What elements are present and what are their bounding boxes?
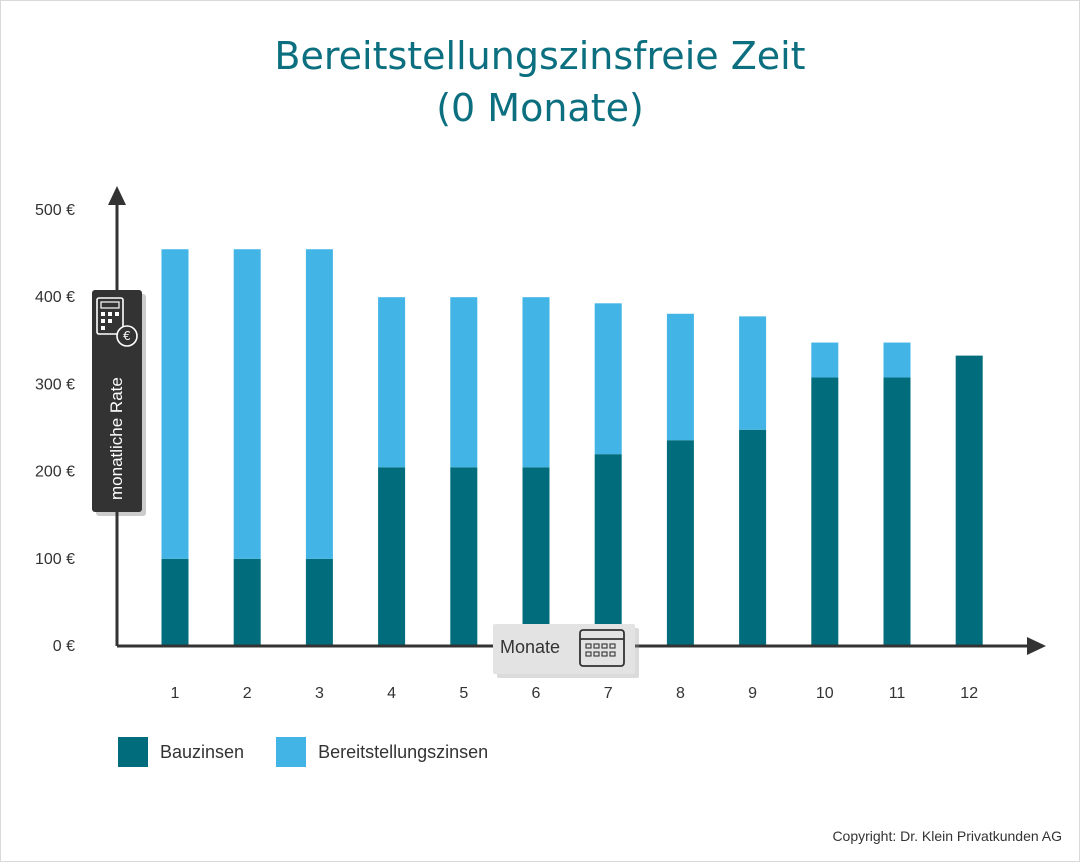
- copyright-text: Copyright: Dr. Klein Privatkunden AG: [832, 828, 1062, 844]
- bar-bereitstellungszinsen-9: [739, 316, 767, 430]
- bars-group: [161, 249, 983, 646]
- legend-label-bauzinsen: Bauzinsen: [160, 741, 245, 762]
- y-tick-label-500: 500 €: [35, 202, 75, 219]
- x-tick-label-10: 10: [816, 685, 834, 702]
- bar-bereitstellungszinsen-4: [378, 297, 406, 468]
- x-tick-label-9: 9: [748, 685, 757, 702]
- x-tick-label-12: 12: [960, 685, 978, 702]
- x-tick-label-5: 5: [459, 685, 468, 702]
- y-tick-label-200: 200 €: [35, 464, 75, 481]
- y-tick-label-0: 0 €: [53, 638, 75, 655]
- y-axis-arrowhead: [108, 186, 126, 205]
- x-axis-badge: Monate: [493, 624, 639, 678]
- x-tick-label-8: 8: [676, 685, 685, 702]
- y-tick-label-100: 100 €: [35, 551, 75, 568]
- bar-bauzinsen-4: [378, 467, 406, 646]
- bar-bauzinsen-7: [594, 454, 622, 646]
- x-tick-labels: 1 2 3 4 5 6 7 8 9 10 11 12: [171, 685, 979, 702]
- legend: Bauzinsen Bereitstellungszinsen: [118, 737, 520, 767]
- legend-swatch-bereitstellungszinsen: [276, 737, 307, 767]
- x-tick-label-6: 6: [532, 685, 541, 702]
- x-tick-label-1: 1: [171, 685, 180, 702]
- calculator-euro-icon: €: [96, 297, 138, 347]
- bar-bereitstellungszinsen-8: [666, 313, 694, 441]
- legend-item-bereitstellungszinsen: Bereitstellungszinsen: [276, 737, 488, 767]
- bar-bereitstellungszinsen-3: [305, 249, 333, 559]
- legend-item-bauzinsen: Bauzinsen: [118, 737, 244, 767]
- bar-bereitstellungszinsen-6: [522, 297, 550, 468]
- legend-swatch-bauzinsen: [118, 737, 148, 767]
- bar-bauzinsen-10: [811, 377, 839, 646]
- bar-bauzinsen-3: [305, 558, 333, 646]
- chart-title: Bereitstellungszinsfreie Zeit (0 Monate): [0, 30, 1080, 134]
- bar-bauzinsen-2: [233, 558, 261, 646]
- y-axis-badge: € monatliche Rate: [92, 290, 146, 516]
- x-tick-label-7: 7: [604, 685, 613, 702]
- bar-bauzinsen-6: [522, 467, 550, 646]
- bar-bereitstellungszinsen-2: [233, 249, 261, 559]
- bar-bereitstellungszinsen-1: [161, 249, 189, 559]
- bar-bauzinsen-12: [955, 355, 983, 646]
- svg-text:€: €: [123, 329, 131, 343]
- bar-bereitstellungszinsen-7: [594, 303, 622, 455]
- x-tick-label-11: 11: [889, 685, 906, 702]
- x-tick-label-4: 4: [387, 685, 396, 702]
- bar-bereitstellungszinsen-5: [450, 297, 478, 468]
- bar-bauzinsen-11: [883, 377, 911, 646]
- calendar-icon: [579, 629, 625, 667]
- x-axis-label: Monate: [500, 637, 560, 657]
- bar-bauzinsen-8: [666, 440, 694, 646]
- bar-bereitstellungszinsen-11: [883, 342, 911, 378]
- legend-label-bereitstellungszinsen: Bereitstellungszinsen: [318, 741, 489, 762]
- bar-bereitstellungszinsen-10: [811, 342, 839, 378]
- chart-title-line1: Bereitstellungszinsfreie Zeit: [274, 34, 806, 78]
- y-tick-label-300: 300 €: [35, 376, 75, 393]
- y-tick-labels: 0 € 100 € 200 € 300 € 400 € 500 €: [35, 202, 75, 655]
- x-tick-label-3: 3: [315, 685, 324, 702]
- y-tick-label-400: 400 €: [35, 289, 75, 306]
- y-axis-label: monatliche Rate: [107, 377, 126, 500]
- bar-bauzinsen-9: [739, 429, 767, 646]
- bar-bauzinsen-1: [161, 558, 189, 646]
- x-axis-arrowhead: [1027, 637, 1046, 655]
- bar-bauzinsen-5: [450, 467, 478, 646]
- chart-title-line2: (0 Monate): [436, 86, 644, 130]
- x-tick-label-2: 2: [243, 685, 252, 702]
